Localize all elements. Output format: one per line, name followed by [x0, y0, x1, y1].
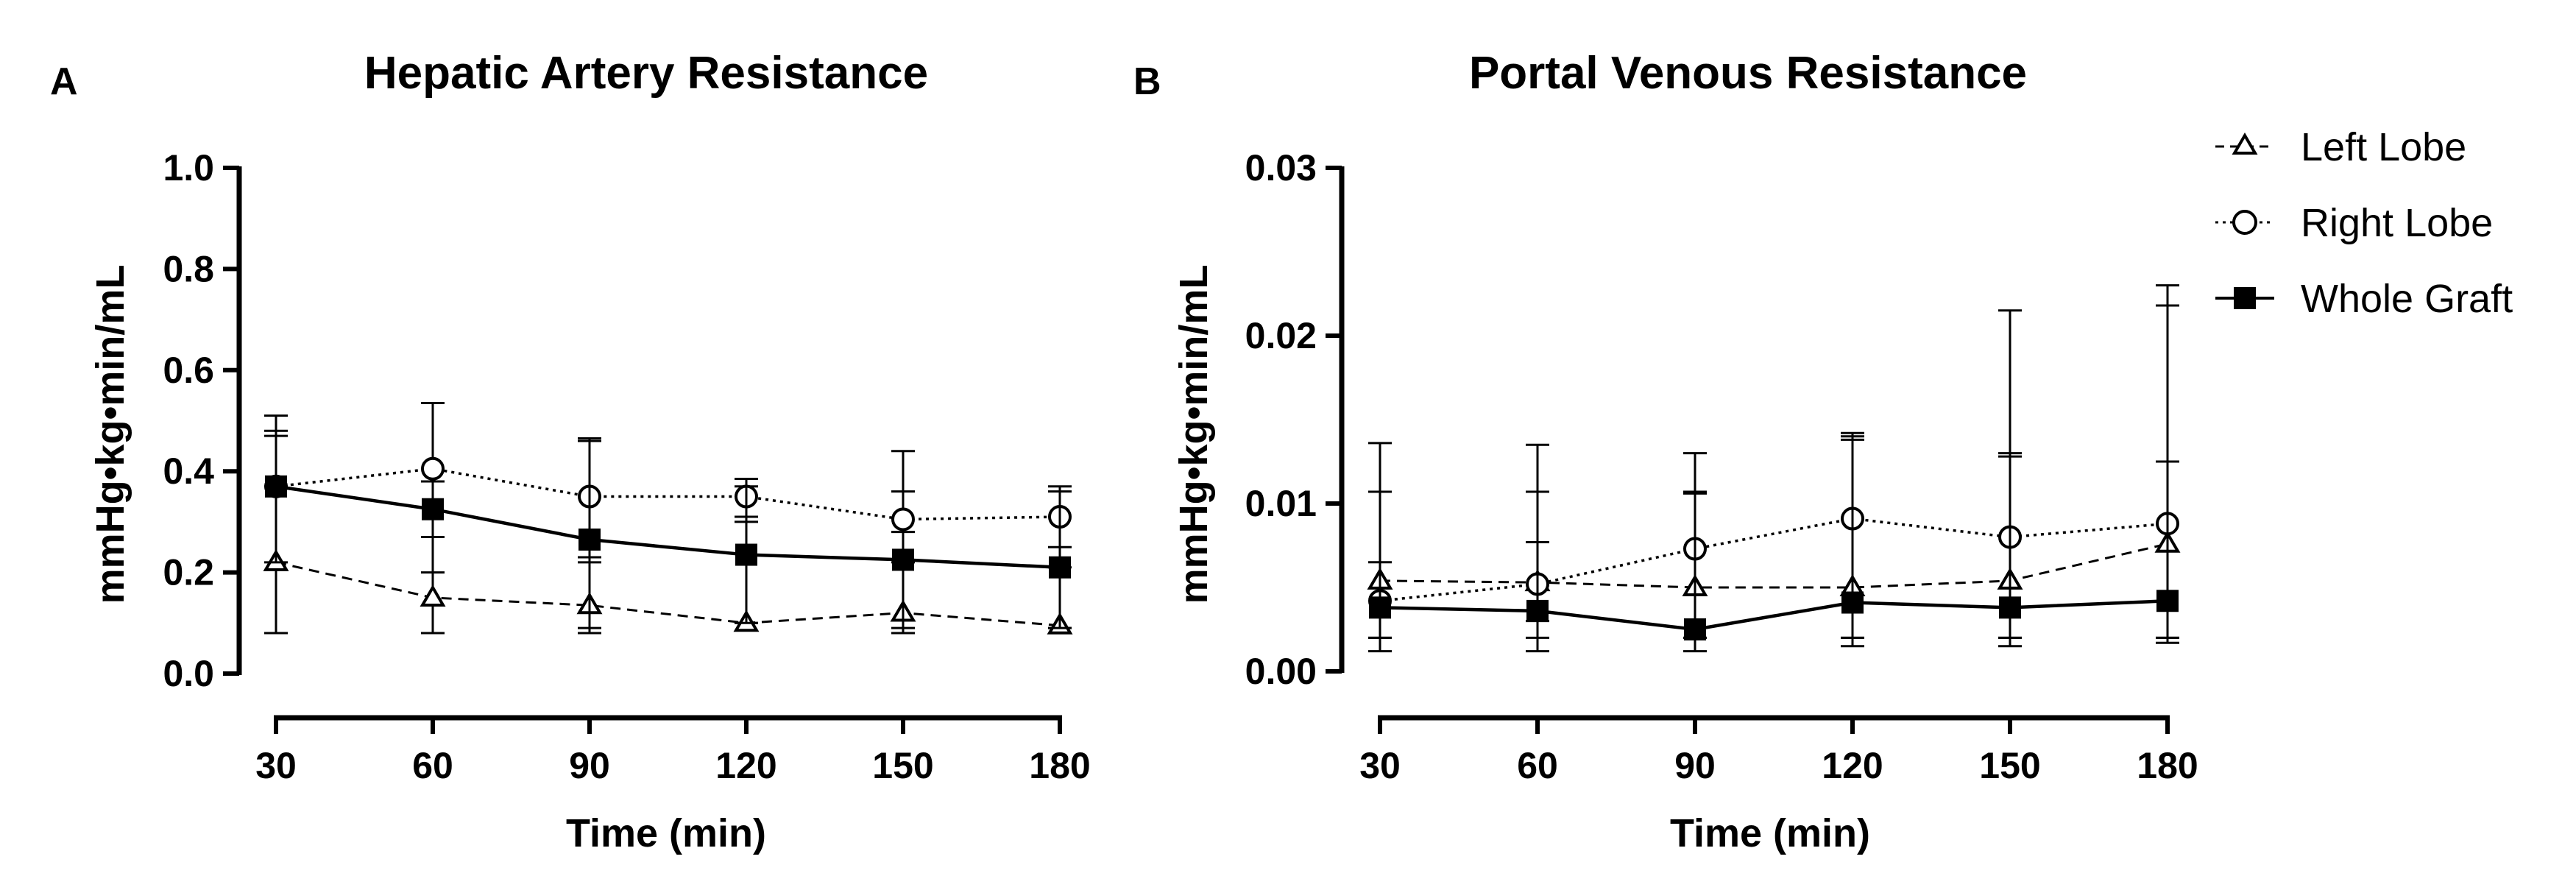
chart-title-a: Hepatic Artery Resistance — [364, 48, 928, 99]
data-point-whole-graft — [2156, 590, 2179, 612]
x-tick-label-a: 180 — [1029, 745, 1090, 786]
y-tick-label-b: 0.02 — [1245, 315, 1317, 356]
data-point-left-lobe — [420, 584, 446, 607]
series-line-left-lobe — [275, 561, 1061, 627]
y-tick-label-a: 1.0 — [163, 147, 214, 188]
y-axis-label-a: mmHg•kg•min/mL — [88, 265, 132, 604]
x-tick-label-a: 30 — [255, 745, 297, 786]
series-right-lobe-a — [264, 401, 1072, 564]
legend-label-right-lobe: Right Lobe — [2301, 201, 2493, 245]
legend-label-left-lobe: Left Lobe — [2301, 125, 2466, 169]
series-right-lobe-b — [1368, 284, 2179, 639]
legend-item-whole-graft: Whole Graft — [2215, 277, 2513, 321]
series-line-right-lobe — [1379, 517, 2168, 602]
x-tick-label-b: 30 — [1359, 745, 1401, 786]
data-point-right-lobe — [421, 456, 445, 481]
x-tick-label-a: 60 — [412, 745, 453, 786]
data-point-whole-graft — [265, 475, 287, 498]
series-left-lobe-b — [1367, 435, 2181, 639]
chart-panel-b: B Portal Venous Resistance mmHg•kg•min/m… — [1133, 48, 2198, 855]
y-tick-label-b: 0.03 — [1245, 147, 1317, 188]
data-point-whole-graft — [422, 498, 444, 520]
series-left-lobe-a — [263, 429, 1073, 635]
y-tick-label-a: 0.0 — [163, 653, 214, 694]
series-line-whole-graft — [1379, 598, 2168, 632]
legend-item-left-lobe: Left Lobe — [2215, 125, 2466, 169]
series-line-whole-graft — [275, 484, 1061, 569]
y-tick-label-a: 0.6 — [163, 350, 214, 391]
data-point-whole-graft — [892, 548, 914, 571]
y-tick-label-a: 0.4 — [163, 451, 214, 492]
data-point-whole-graft — [735, 543, 757, 566]
legend-item-right-lobe: Right Lobe — [2215, 201, 2493, 245]
chart-title-b: Portal Venous Resistance — [1469, 48, 2027, 99]
panel-letter-b: B — [1133, 60, 1161, 103]
x-tick-label-a: 150 — [872, 745, 933, 786]
x-tick-label-a: 120 — [715, 745, 776, 786]
data-point-right-lobe — [891, 507, 915, 531]
legend-marker-whole-graft — [2234, 287, 2256, 309]
series-line-left-lobe — [1379, 543, 2168, 589]
y-tick-label-a: 0.2 — [163, 552, 214, 593]
x-axis-label-a: Time (min) — [566, 811, 766, 855]
plot-area-a: 0.0 0.2 0.4 0.6 0.8 1.0 30 60 90 120 150 180 — [163, 147, 1090, 786]
plot-area-b: 0.00 0.01 0.02 0.03 30 60 90 120 150 180 — [1245, 147, 2198, 786]
legend-marker-right-lobe — [2232, 210, 2257, 235]
data-point-whole-graft — [578, 528, 601, 551]
legend-label-whole-graft: Whole Graft — [2301, 277, 2513, 321]
y-axis-label-b: mmHg•kg•min/mL — [1172, 265, 1216, 604]
x-tick-label-b: 90 — [1674, 745, 1716, 786]
data-point-whole-graft — [1841, 591, 1864, 614]
data-point-whole-graft — [1526, 599, 1549, 622]
data-point-whole-graft — [1684, 618, 1706, 640]
x-tick-label-b: 60 — [1517, 745, 1558, 786]
panel-letter-a: A — [50, 60, 78, 103]
legend-marker-left-lobe — [2232, 133, 2258, 155]
y-tick-label-b: 0.00 — [1245, 651, 1317, 692]
y-tick-label-b: 0.01 — [1245, 483, 1317, 524]
y-tick-label-a: 0.8 — [163, 248, 214, 289]
x-tick-label-b: 150 — [1979, 745, 2040, 786]
data-point-whole-graft — [1369, 596, 1391, 619]
x-tick-label-a: 90 — [569, 745, 610, 786]
legend: Left Lobe Right Lobe Whole Graft — [2215, 125, 2513, 321]
x-axis-label-b: Time (min) — [1670, 811, 1870, 855]
data-point-whole-graft — [1999, 596, 2021, 619]
x-tick-label-b: 180 — [2137, 745, 2198, 786]
x-tick-label-b: 120 — [1822, 745, 1883, 786]
series-line-right-lobe — [275, 467, 1061, 521]
data-point-whole-graft — [1049, 556, 1071, 579]
chart-panel-a: A Hepatic Artery Resistance mmHg•kg•min/… — [50, 48, 1091, 855]
series-whole-graft-b — [1368, 304, 2179, 653]
series-whole-graft-a — [264, 434, 1072, 629]
